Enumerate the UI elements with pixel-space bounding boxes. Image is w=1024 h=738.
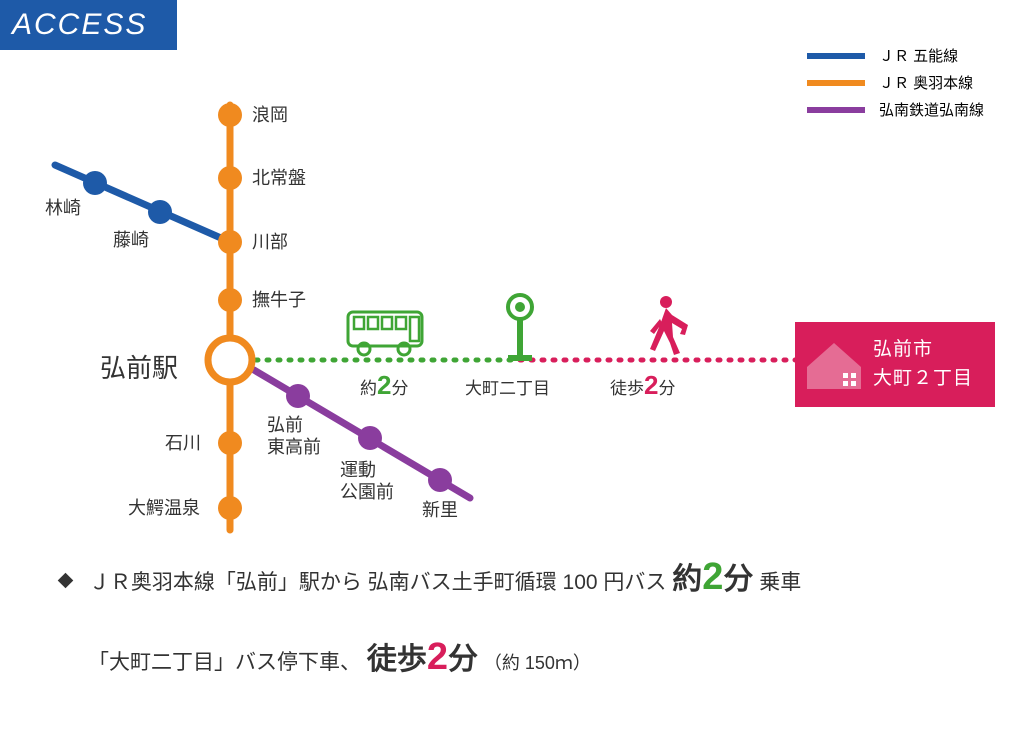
access-description: ＪＲ奥羽本線「弘前」駅から 弘南バス土手町循環 100 円バス 約2分 乗車 「… bbox=[60, 538, 801, 698]
footer-bus-num: 2 bbox=[702, 556, 723, 598]
station-label: 北常盤 bbox=[252, 168, 306, 190]
footer-walk-pre: 徒歩 bbox=[367, 643, 427, 676]
bus-stop-icon bbox=[508, 295, 532, 361]
station-label: 弘前東高前 bbox=[267, 415, 321, 458]
station-label: 浪岡 bbox=[252, 105, 288, 127]
station-label: 新里 bbox=[422, 500, 458, 522]
footer-line-2: 「大町二丁目」バス停下車、 徒歩2分 （約 150ｍ） bbox=[60, 618, 801, 698]
footer-walk-post: 分 bbox=[448, 643, 478, 676]
hub-station-label: 弘前駅 bbox=[100, 348, 178, 385]
footer-walk-num: 2 bbox=[427, 636, 448, 678]
route-map: 浪岡北常盤川部撫牛子石川大鰐温泉 林崎藤崎弘前東高前運動公園前新里 弘前駅約2分 徒歩… bbox=[0, 0, 1024, 600]
footer-part1: ＪＲ奥羽本線「弘前」駅から 弘南バス土手町循環 100 円バス bbox=[89, 571, 667, 594]
footer-bus-pre: 約 bbox=[672, 563, 702, 596]
footer-line-1: ＪＲ奥羽本線「弘前」駅から 弘南バス土手町循環 100 円バス 約2分 乗車 bbox=[60, 538, 801, 618]
station-label: 藤崎 bbox=[113, 230, 149, 252]
destination-text: 弘前市 大町２丁目 bbox=[873, 336, 973, 393]
station-label: 運動公園前 bbox=[340, 460, 394, 503]
footer-dist: （約 150ｍ） bbox=[484, 653, 591, 673]
destination-box: 弘前市 大町２丁目 bbox=[795, 322, 995, 407]
footer-bus-post: 分 bbox=[723, 563, 753, 596]
destination-line2: 大町２丁目 bbox=[873, 365, 973, 394]
bus-stop-label: 大町二丁目 bbox=[465, 374, 550, 399]
station-label: 林崎 bbox=[45, 198, 81, 220]
bullet-icon bbox=[58, 573, 74, 589]
station-label: 撫牛子 bbox=[252, 290, 306, 312]
segment-time-label: 徒歩2分 bbox=[610, 370, 675, 401]
walk-icon bbox=[650, 296, 688, 355]
bus-icon bbox=[348, 312, 422, 355]
station-label: 川部 bbox=[252, 232, 288, 254]
station-label: 石川 bbox=[165, 433, 201, 455]
destination-line1: 弘前市 bbox=[873, 336, 973, 365]
footer-part2: 「大町二丁目」バス停下車、 bbox=[88, 651, 361, 674]
house-icon bbox=[805, 339, 863, 391]
station-label: 大鰐温泉 bbox=[128, 498, 200, 520]
footer-ride: 乗車 bbox=[759, 571, 801, 594]
segment-time-label: 約2分 bbox=[360, 370, 408, 401]
